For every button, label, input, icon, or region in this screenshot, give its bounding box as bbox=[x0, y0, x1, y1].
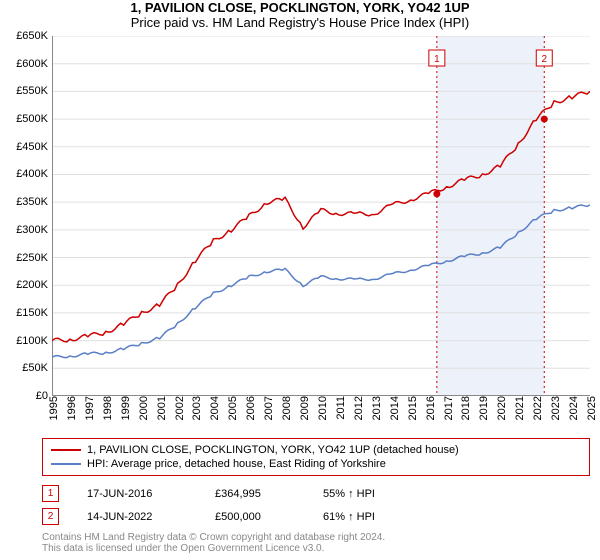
attribution: Contains HM Land Registry data © Crown c… bbox=[42, 532, 590, 554]
y-axis-label: £50K bbox=[22, 362, 48, 374]
x-axis-label: 2002 bbox=[174, 396, 186, 420]
sale-date: 14-JUN-2022 bbox=[87, 511, 187, 523]
sale-note: 55% ↑ HPI bbox=[323, 488, 375, 500]
x-axis-label: 2012 bbox=[353, 396, 365, 420]
legend-item: 1, PAVILION CLOSE, POCKLINGTON, YORK, YO… bbox=[51, 443, 581, 457]
chart-subtitle: Price paid vs. HM Land Registry's House … bbox=[0, 15, 600, 30]
x-axis-label: 2019 bbox=[478, 396, 490, 420]
x-axis-label: 2021 bbox=[514, 396, 526, 420]
x-axis-label: 2006 bbox=[245, 396, 257, 420]
sale-row: 2 14-JUN-2022 £500,000 61% ↑ HPI bbox=[42, 505, 590, 528]
attribution-line2: This data is licensed under the Open Gov… bbox=[42, 543, 590, 554]
y-axis-label: £0 bbox=[36, 390, 48, 402]
x-axis-label: 2018 bbox=[460, 396, 472, 420]
x-axis-label: 2015 bbox=[407, 396, 419, 420]
y-axis-label: £300K bbox=[16, 224, 48, 236]
y-axis-label: £400K bbox=[16, 168, 48, 180]
y-axis-label: £500K bbox=[16, 113, 48, 125]
x-axis-label: 2017 bbox=[443, 396, 455, 420]
sales-table: 1 17-JUN-2016 £364,995 55% ↑ HPI 2 14-JUN-202… bbox=[42, 482, 590, 528]
x-axis-label: 2025 bbox=[586, 396, 598, 420]
y-axis-label: £250K bbox=[16, 252, 48, 264]
x-axis-label: 2009 bbox=[299, 396, 311, 420]
x-axis-label: 2005 bbox=[227, 396, 239, 420]
x-axis-label: 2013 bbox=[371, 396, 383, 420]
sale-price: £364,995 bbox=[215, 488, 295, 500]
x-axis-label: 2008 bbox=[281, 396, 293, 420]
x-axis-label: 2001 bbox=[156, 396, 168, 420]
y-axis-label: £150K bbox=[16, 307, 48, 319]
legend-swatch bbox=[51, 449, 81, 451]
legend: 1, PAVILION CLOSE, POCKLINGTON, YORK, YO… bbox=[42, 438, 590, 476]
x-axis-label: 1995 bbox=[48, 396, 60, 420]
legend-label: 1, PAVILION CLOSE, POCKLINGTON, YORK, YO… bbox=[87, 444, 459, 456]
chart-plot: 12 £0£50K£100K£150K£200K£250K£300K£350K£… bbox=[52, 36, 590, 396]
x-axis-label: 2011 bbox=[335, 396, 347, 420]
attribution-line1: Contains HM Land Registry data © Crown c… bbox=[42, 532, 590, 543]
x-axis-label: 2020 bbox=[496, 396, 508, 420]
svg-text:1: 1 bbox=[434, 54, 440, 65]
x-axis-label: 1999 bbox=[120, 396, 132, 420]
sale-date: 17-JUN-2016 bbox=[87, 488, 187, 500]
x-axis-label: 2016 bbox=[425, 396, 437, 420]
x-axis-label: 2023 bbox=[550, 396, 562, 420]
x-axis-label: 1996 bbox=[66, 396, 78, 420]
y-axis-label: £600K bbox=[16, 58, 48, 70]
x-axis-label: 1997 bbox=[84, 396, 96, 420]
x-axis-label: 2024 bbox=[568, 396, 580, 420]
y-axis-label: £650K bbox=[16, 30, 48, 42]
x-axis-label: 2007 bbox=[263, 396, 275, 420]
legend-item: HPI: Average price, detached house, East… bbox=[51, 457, 581, 471]
x-axis-label: 2003 bbox=[191, 396, 203, 420]
y-axis-label: £200K bbox=[16, 279, 48, 291]
y-axis-label: £450K bbox=[16, 141, 48, 153]
sale-marker: 1 bbox=[42, 485, 59, 502]
y-axis-label: £100K bbox=[16, 335, 48, 347]
sale-price: £500,000 bbox=[215, 511, 295, 523]
svg-text:2: 2 bbox=[541, 54, 547, 65]
x-axis-label: 2022 bbox=[532, 396, 544, 420]
x-axis-label: 2014 bbox=[389, 396, 401, 420]
chart-svg: 12 bbox=[52, 36, 590, 396]
x-axis-label: 1998 bbox=[102, 396, 114, 420]
y-axis-label: £350K bbox=[16, 196, 48, 208]
x-axis-label: 2010 bbox=[317, 396, 329, 420]
x-axis-label: 2004 bbox=[209, 396, 221, 420]
legend-swatch bbox=[51, 463, 81, 465]
sale-row: 1 17-JUN-2016 £364,995 55% ↑ HPI bbox=[42, 482, 590, 505]
sale-note: 61% ↑ HPI bbox=[323, 511, 375, 523]
sale-marker: 2 bbox=[42, 508, 59, 525]
legend-label: HPI: Average price, detached house, East… bbox=[87, 458, 386, 470]
x-axis-label: 2000 bbox=[138, 396, 150, 420]
y-axis-label: £550K bbox=[16, 85, 48, 97]
chart-title: 1, PAVILION CLOSE, POCKLINGTON, YORK, YO… bbox=[0, 0, 600, 15]
